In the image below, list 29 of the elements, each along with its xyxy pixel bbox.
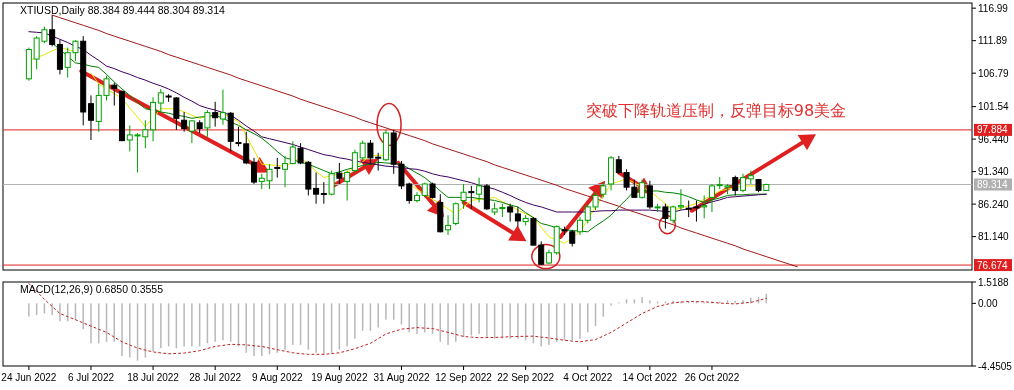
y-tick-label: 106.79 [978, 67, 1010, 79]
y-tick-label: 101.54 [978, 101, 1010, 113]
y-tick-label: 81.140 [978, 231, 1010, 243]
ref-line-label: 89.314 [977, 179, 1009, 191]
x-tick-label: 9 Aug 2022 [251, 372, 304, 383]
x-tick-label: 19 Aug 2022 [311, 372, 368, 383]
x-tick-label: 31 Aug 2022 [373, 372, 430, 383]
y-tick-label: 86.240 [978, 198, 1010, 210]
ref-line-label: 76.674 [977, 259, 1009, 271]
x-tick-label: 26 Oct 2022 [684, 372, 740, 383]
y-tick-label: 0.00 [978, 297, 998, 309]
x-tick-label: 4 Oct 2022 [563, 372, 613, 383]
x-tick-label: 18 Jul 2022 [127, 372, 180, 383]
y-tick-label: 116.99 [978, 2, 1009, 14]
y-tick-label: -4.4505 [978, 360, 1013, 372]
x-tick-label: 22 Sep 2022 [497, 372, 555, 383]
x-tick-label: 12 Sep 2022 [435, 372, 493, 383]
y-tick-label: 1.5188 [978, 276, 1010, 288]
x-tick-label: 14 Oct 2022 [622, 372, 678, 383]
x-tick-label: 6 Jul 2022 [67, 372, 115, 383]
y-tick-label: 111.89 [978, 35, 1008, 47]
y-tick-label: 96.440 [978, 133, 1010, 145]
y-tick-label: 91.340 [978, 166, 1010, 178]
x-tick-label: 28 Jul 2022 [189, 372, 242, 383]
annotation: 突破下降轨道压制，反弹目标98美金 [585, 101, 847, 120]
chart-title: MACD(12,26,9) 0.6850 0.3555 [20, 283, 164, 295]
ref-line-label: 97.884 [977, 124, 1009, 136]
chart-title: XTIUSD,Daily 88.384 89.444 88.304 89.314 [20, 4, 226, 16]
x-tick-label: 24 Jun 2022 [1, 372, 57, 383]
